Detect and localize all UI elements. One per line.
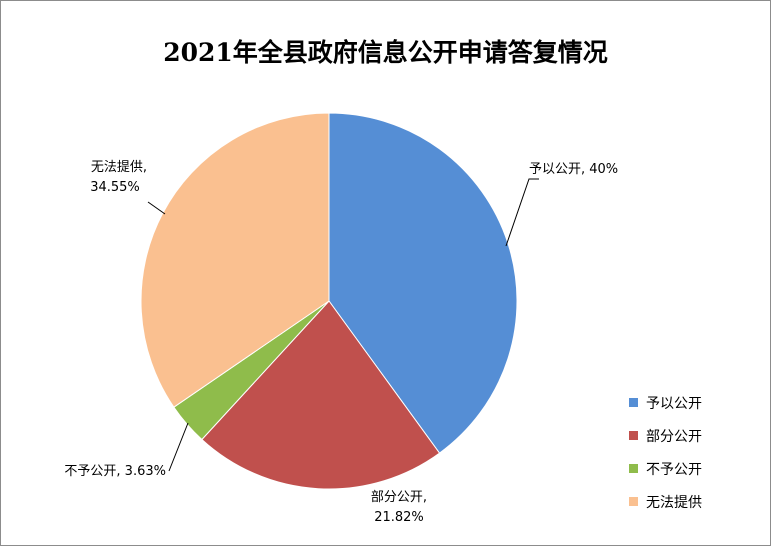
legend-item: 不予公开 [629, 452, 702, 485]
leader-line [147, 201, 166, 215]
data-label: 34.55% [90, 180, 140, 195]
legend-label: 部分公开 [646, 428, 702, 445]
legend-label: 不予公开 [646, 461, 702, 478]
legend-swatch [629, 464, 638, 473]
chart-title: 2021年全县政府信息公开申请答复情况 [163, 38, 608, 67]
legend-swatch [629, 431, 638, 440]
data-label: 予以公开, 40% [529, 162, 618, 177]
data-label: 无法提供, [91, 159, 147, 175]
leader-line [505, 178, 539, 247]
legend-swatch [629, 497, 638, 506]
pie-slice [201, 300, 441, 490]
legend-item: 部分公开 [629, 419, 702, 452]
data-label: 不予公开, 3.63% [64, 464, 166, 479]
legend-label: 无法提供 [646, 494, 702, 511]
data-label: 部分公开, [371, 490, 427, 505]
data-label: 21.82% [374, 510, 424, 525]
legend-item: 无法提供 [629, 485, 702, 518]
leader-line [168, 422, 189, 472]
legend: 予以公开 部分公开 不予公开 无法提供 [629, 386, 702, 518]
legend-item: 予以公开 [629, 386, 702, 419]
pie-slice [328, 112, 518, 454]
legend-label: 予以公开 [646, 395, 702, 412]
legend-swatch [629, 398, 638, 407]
pie-slice [140, 112, 330, 408]
